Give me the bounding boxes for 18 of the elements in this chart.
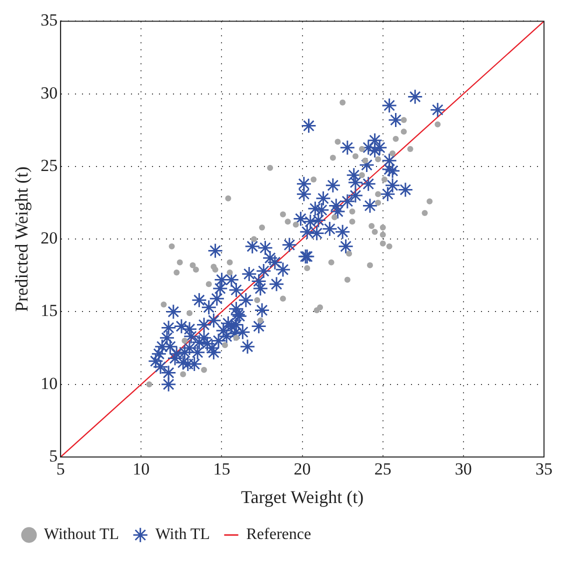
y-tick-label: 15 [40, 301, 58, 320]
x-tick-label: 25 [374, 460, 392, 479]
x-tick-label: 15 [213, 460, 230, 479]
legend-label: With TL [155, 526, 210, 544]
y-axis-title: Predicted Weight (t) [12, 166, 32, 312]
x-tick-label: 35 [536, 460, 552, 479]
y-tick-label: 10 [40, 374, 58, 393]
x-tick-label: 20 [294, 460, 311, 479]
y-tick-label: 25 [40, 156, 58, 175]
y-tick-label: 5 [49, 446, 58, 466]
y-tick-label: 30 [40, 83, 58, 102]
legend-label: Without TL [44, 526, 120, 544]
x-tick-label: 30 [454, 460, 472, 479]
y-tick-label: 20 [40, 228, 58, 248]
legend-label: Reference [246, 526, 312, 544]
x-tick-label: 10 [132, 460, 150, 479]
y-tick-label: 35 [40, 10, 58, 30]
x-axis-title: Target Weight (t) [241, 486, 364, 507]
